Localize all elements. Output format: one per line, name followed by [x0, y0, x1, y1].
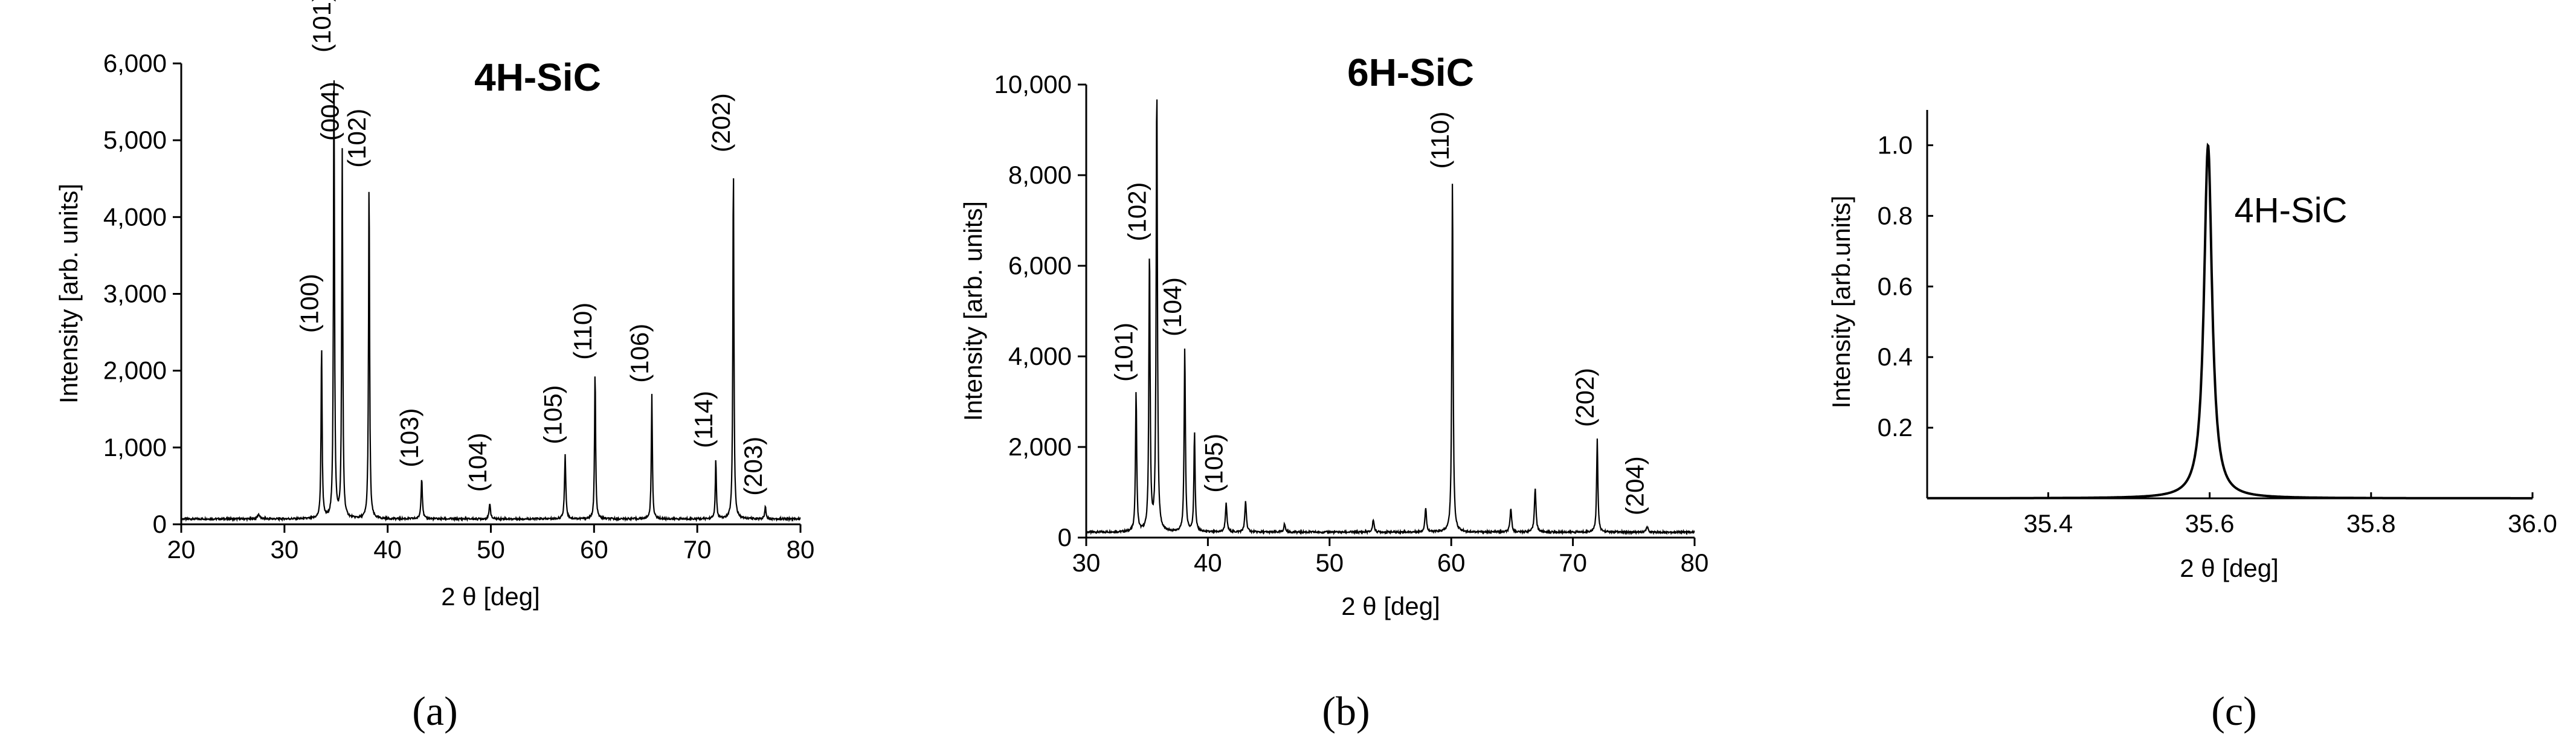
panel-a-x-tick-label: 60 [580, 535, 608, 564]
panel-a-y-tick-label: 4,000 [103, 202, 167, 231]
panel-a-peak-label: (106) [625, 324, 654, 383]
panel-b-peak-label: (204) [1621, 456, 1649, 515]
panel-a-y-tick-label: 1,000 [103, 433, 167, 461]
panel-a-x-tick-label: 40 [373, 535, 402, 564]
panel-b-y-tick-label: 6,000 [1008, 251, 1072, 280]
panel-b-peak-label: (202) [1571, 368, 1599, 427]
panel-b-peak-label: (105) [1200, 434, 1228, 493]
panel-c-y-tick-label: 1.0 [1878, 130, 1913, 159]
panel-b-y-tick-label: 4,000 [1008, 342, 1072, 370]
panel-c-x-tick-label: 35.8 [2346, 509, 2396, 538]
panel-a-peak-label: (101) [308, 0, 336, 53]
panel-a-x-axis-title: 2 θ [deg] [441, 582, 539, 611]
panel-b-x-tick-label: 60 [1437, 548, 1466, 577]
panel-a-y-tick-label: 2,000 [103, 356, 167, 385]
panel-c-y-axis-title: Intensity [arb.units] [1827, 196, 1855, 409]
panel-b: 30 40 50 60 70 8002,0004,0006,0008,00010,000 … [959, 51, 1708, 734]
panel-b-x-tick-label: 30 [1072, 548, 1101, 577]
panel-a-peak-label: (114) [689, 391, 718, 448]
panel-a-peak-label: (004) [316, 82, 344, 141]
panel-b-peak-label: (104) [1158, 277, 1187, 336]
panel-a-x-tick-label: 70 [683, 535, 712, 564]
panel-b-peak-label: (101) [1110, 323, 1138, 382]
panel-a-diffraction-curve [180, 80, 801, 522]
caption-a: (a) [412, 688, 457, 734]
panel-b-x-tick-label: 50 [1315, 548, 1344, 577]
panel-c-y-tick-label: 0.4 [1878, 342, 1913, 371]
panel-a-title: 4H-SiC [474, 56, 601, 99]
panel-c-x-axis-title: 2 θ [deg] [2180, 554, 2278, 582]
panel-a-peak-label: (203) [739, 437, 767, 496]
panel-a-peak-labels: (100) (101) (004)(102) (103) (104) (105)(110)… [295, 0, 767, 496]
panel-a-x-tick-label: 30 [270, 535, 298, 564]
panel-a-peak-label: (202) [707, 93, 735, 152]
panel-b-peak-labels: (101) (102) (104) (105) (110) (202) (204) [1110, 112, 1649, 516]
panel-a-peak-label: (103) [395, 408, 423, 468]
panel-a-x-tick-label: 80 [787, 535, 815, 564]
panel-b-y-axis-title: Intensity [arb. units] [959, 201, 987, 421]
panel-c-ticks: 35.4 35.6 35.8 36.0 0.2 0.4 0.6 0.8 1.0 [1878, 130, 2557, 538]
panel-b-y-tick-label: 0 [1058, 523, 1072, 551]
panel-c-x-tick-label: 35.6 [2185, 509, 2235, 538]
panel-b-title: 6H-SiC [1347, 51, 1474, 94]
caption-c: (c) [2211, 688, 2256, 734]
panel-a-y-tick-label: 0 [153, 510, 167, 538]
panel-c-y-tick-label: 0.2 [1878, 413, 1913, 442]
panel-b-x-axis-title: 2 θ [deg] [1341, 592, 1440, 620]
panel-c-x-tick-label: 35.4 [2024, 509, 2073, 538]
panel-c-y-tick-label: 0.6 [1878, 272, 1913, 300]
panel-a-x-tick-label: 50 [477, 535, 505, 564]
panel-b-diffraction-curve [1085, 99, 1695, 536]
panel-b-ticks: 30 40 50 60 70 80 0 2,000 4,000 6,000 8,000 10,000 [994, 70, 1709, 577]
caption-b: (b) [1322, 688, 1370, 734]
panel-b-x-tick-label: 40 [1194, 548, 1222, 577]
panel-b-peak-label: (102) [1123, 182, 1151, 241]
panel-a-x-tick-label: 20 [167, 535, 196, 564]
panel-c-title: 4H-SiC [2235, 191, 2348, 230]
panel-b-y-tick-label: 8,000 [1008, 161, 1072, 189]
panel-a-y-tick-label: 3,000 [103, 280, 167, 308]
panel-a: 20 30 40 50 60 70 80 0 1,000 2,000 3,000 4,000 5,000… [54, 0, 814, 734]
panel-b-y-tick-label: 2,000 [1008, 432, 1072, 461]
panel-a-peak-label: (105) [539, 385, 567, 444]
panel-b-y-tick-label: 10,000 [994, 70, 1072, 98]
panel-b-peak-label: (110) [1426, 112, 1454, 169]
panel-a-y-tick-label: 6,000 [103, 49, 167, 77]
panel-c-diffraction-curve [1927, 143, 2533, 500]
panel-a-peak-label: (110) [568, 303, 597, 360]
panel-c-x-tick-label: 36.0 [2508, 509, 2557, 538]
panel-a-y-tick-label: 5,000 [103, 126, 167, 154]
panel-b-x-tick-label: 70 [1559, 548, 1587, 577]
panel-a-ticks: 20 30 40 50 60 70 80 0 1,000 2,000 3,000 4,000 5,000… [103, 49, 814, 564]
panel-a-peak-label: (104) [463, 432, 492, 492]
panel-b-x-tick-label: 80 [1681, 548, 1709, 577]
panel-c-y-tick-label: 0.8 [1878, 201, 1913, 230]
panel-a-peak-label: (100) [295, 274, 323, 333]
panel-c: 35.4 35.6 35.8 36.0 0.2 0.4 0.6 0.8 1.0 4H-SiC 2… [1827, 110, 2557, 734]
panel-a-y-axis-title: Intensity [arb. units] [54, 184, 83, 403]
panel-a-peak-label: (102) [343, 109, 371, 168]
